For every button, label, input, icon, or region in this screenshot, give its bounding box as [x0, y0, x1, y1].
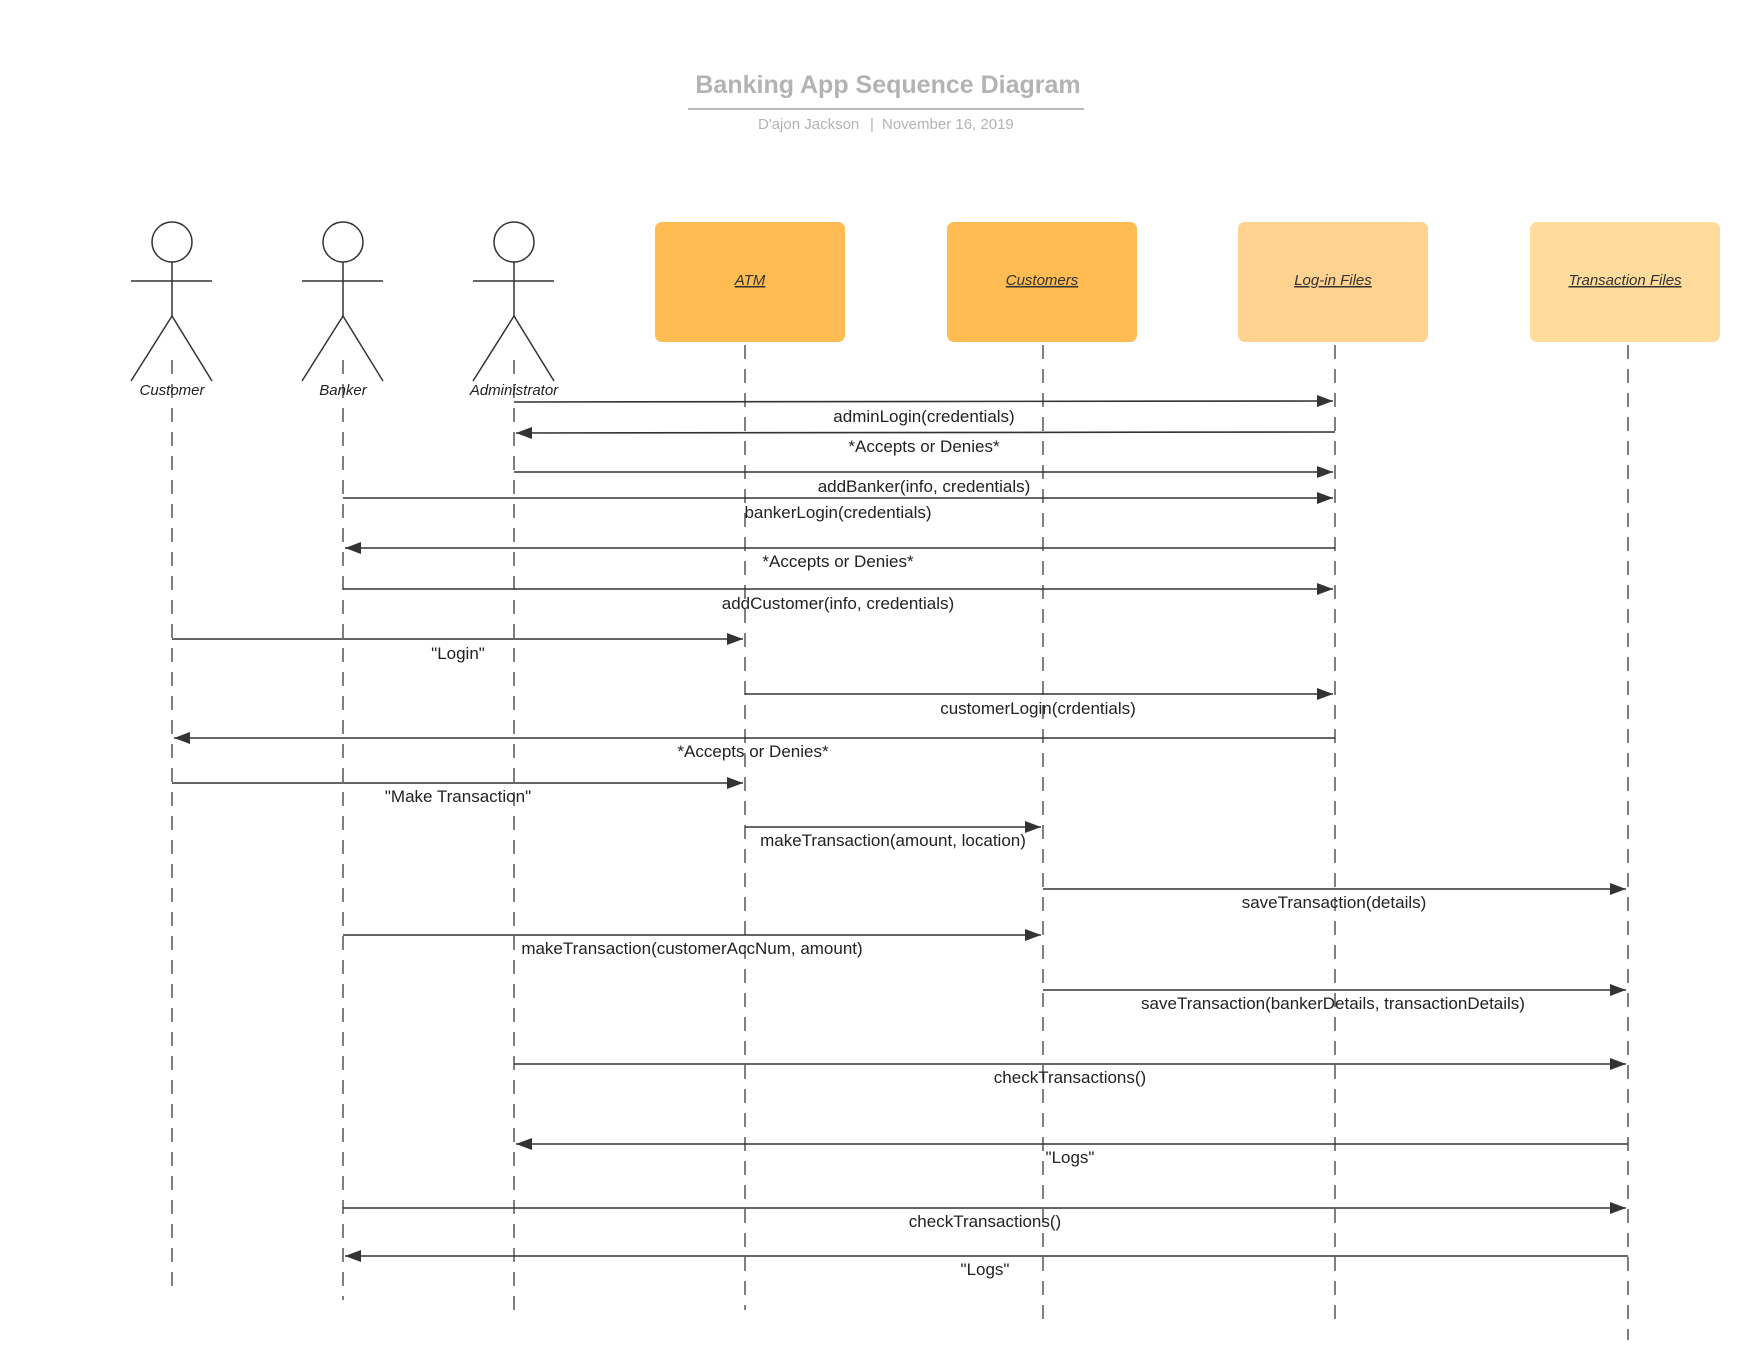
diagram-subtitle: D'ajon Jackson | November 16, 2019 — [758, 116, 1014, 133]
message-label: checkTransactions() — [909, 1212, 1061, 1231]
object-box-transaction-files — [1530, 222, 1720, 342]
diagram-date: November 16, 2019 — [882, 116, 1014, 133]
actor-left-leg — [301, 315, 344, 382]
message-labels: adminLogin(credentials) *Accepts or Deni… — [385, 407, 1525, 1279]
actor-label-banker: Banker — [319, 382, 368, 399]
message-label: *Accepts or Denies* — [848, 437, 1000, 456]
object-transaction-files: Transaction Files — [1530, 222, 1720, 342]
message-label: addBanker(info, credentials) — [818, 477, 1031, 496]
message-label: "Login" — [431, 644, 485, 663]
message-label: addCustomer(info, credentials) — [722, 594, 954, 613]
actor-label-administrator: Administrator — [469, 382, 559, 399]
message-label: bankerLogin(credentials) — [744, 503, 931, 522]
message-label: saveTransaction(details) — [1242, 893, 1427, 912]
message-label: *Accepts or Denies* — [762, 552, 914, 571]
object-label-customers: Customers — [1006, 272, 1079, 289]
actor-right-leg — [513, 315, 555, 382]
message-label: "Logs" — [961, 1260, 1010, 1279]
object-box-login-files — [1238, 222, 1428, 342]
object-box-atm — [655, 222, 845, 342]
message-label: "Make Transaction" — [385, 787, 531, 806]
message-label: saveTransaction(bankerDetails, transacti… — [1141, 994, 1525, 1013]
actor-right-leg — [171, 315, 213, 382]
actor-head — [151, 221, 193, 263]
actor-administrator — [472, 221, 555, 382]
diagram-title: Banking App Sequence Diagram — [695, 71, 1080, 99]
message-label: makeTransaction(customerAccNum, amount) — [521, 939, 862, 958]
message-label: checkTransactions() — [994, 1068, 1146, 1087]
diagram-header: Banking App Sequence Diagram D'ajon Jack… — [688, 71, 1084, 133]
author-name: D'ajon Jackson — [758, 116, 859, 133]
actor-left-leg — [130, 315, 173, 382]
messages — [172, 395, 1628, 1262]
actor-label-customer: Customer — [139, 382, 205, 399]
message-arrow — [513, 395, 1334, 408]
object-login-files: Log-in Files — [1238, 222, 1428, 342]
subtitle-separator: | — [870, 116, 874, 133]
actor-right-leg — [342, 315, 384, 382]
object-label-transaction-files: Transaction Files — [1568, 272, 1682, 289]
object-label-login-files: Log-in Files — [1294, 272, 1372, 289]
actor-left-leg — [472, 315, 515, 382]
object-customers: Customers — [947, 222, 1137, 342]
object-box-customers — [947, 222, 1137, 342]
object-atm: ATM — [655, 222, 845, 342]
message-label: makeTransaction(amount, location) — [760, 831, 1026, 850]
message-label: customerLogin(crdentials) — [940, 699, 1136, 718]
actor-head — [322, 221, 364, 263]
message-label: "Logs" — [1046, 1148, 1095, 1167]
actor-banker — [301, 221, 384, 382]
message-arrow — [515, 426, 1336, 439]
object-label-atm: ATM — [734, 272, 766, 289]
actor-head — [493, 221, 535, 263]
message-label: adminLogin(credentials) — [833, 407, 1014, 426]
message-label: *Accepts or Denies* — [677, 742, 829, 761]
actor-customer — [130, 221, 213, 382]
